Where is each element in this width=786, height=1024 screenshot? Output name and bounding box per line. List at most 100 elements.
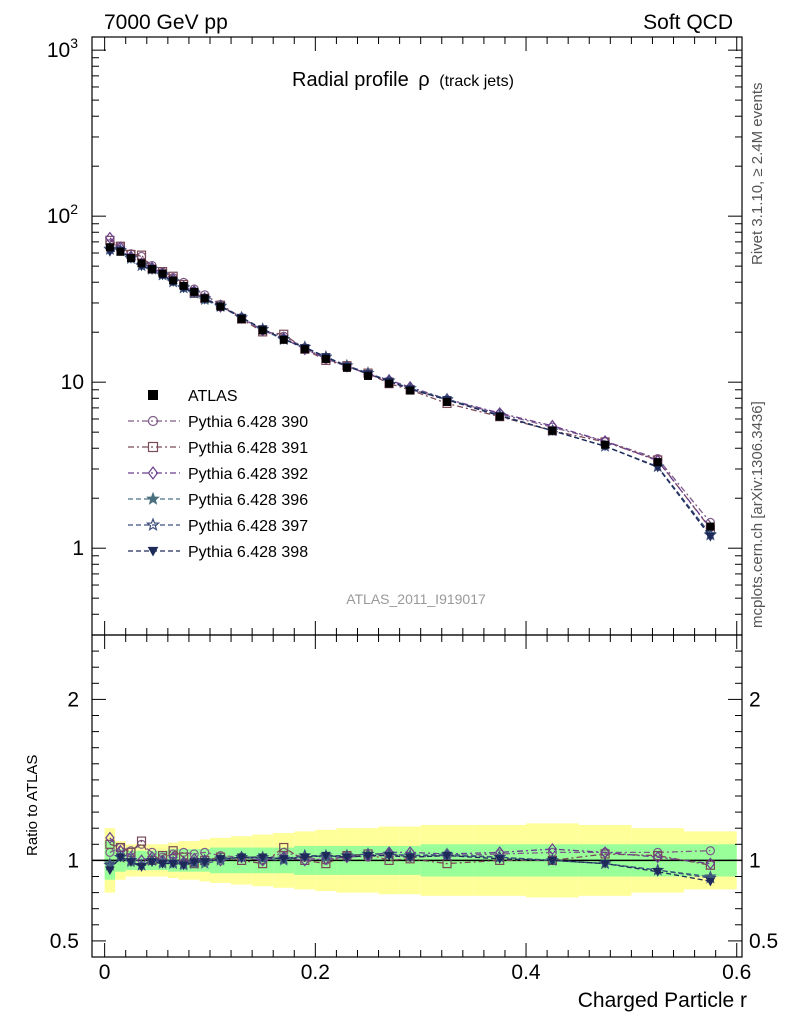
ratio-point <box>342 853 352 863</box>
triangle-marker <box>547 856 558 866</box>
atlas-point <box>300 345 309 354</box>
ratio-point <box>363 851 373 861</box>
square-marker <box>147 441 159 453</box>
ratio-y-tick-label-right: 2 <box>749 688 761 711</box>
side-label-mcplots: mcplots.cern.ch [arXiv:1306.3436] <box>749 401 766 628</box>
atlas-point <box>126 253 135 262</box>
ratio-panel-frame <box>91 634 743 958</box>
x-axis-label: Charged Particle r <box>578 989 747 1012</box>
square-marker <box>158 269 167 278</box>
triangle-marker <box>199 858 210 868</box>
ratio-y-tick-label-right: 1 <box>749 849 761 872</box>
ratio-point <box>105 831 115 845</box>
square-marker <box>385 379 394 388</box>
main-series-line <box>109 239 711 530</box>
y-tick-base: 1 <box>72 537 84 560</box>
triangle-marker <box>342 853 352 863</box>
side-label-rivet: Rivet 3.1.10, ≥ 2.4M events <box>749 83 766 266</box>
square-marker <box>200 294 209 303</box>
ratio-point <box>178 861 189 871</box>
triangle-marker <box>147 546 159 557</box>
x-tick-label: 0 <box>99 961 111 984</box>
square-marker <box>706 522 715 531</box>
ratio-point <box>236 853 247 863</box>
ratio-ylabel: Ratio to ATLAS <box>24 755 41 856</box>
circle-marker <box>705 846 715 856</box>
header-right: Soft QCD <box>643 11 733 34</box>
legend-marker <box>147 441 159 453</box>
square-marker <box>237 315 246 324</box>
square-marker <box>168 846 178 856</box>
diamond-marker <box>652 850 663 864</box>
diamond-marker <box>705 857 716 870</box>
atlas-point <box>105 243 114 252</box>
triangle-marker <box>652 867 663 877</box>
square-marker <box>216 302 225 311</box>
y-tick-exponent: 3 <box>70 35 78 51</box>
ratio-point <box>136 863 147 872</box>
triangle-marker <box>494 855 505 864</box>
y-tick-label: 1 <box>72 537 84 560</box>
atlas-point <box>179 281 188 290</box>
atlas-point <box>342 363 351 372</box>
ratio-point <box>299 853 310 863</box>
triangle-marker <box>384 851 394 861</box>
ratio-point <box>600 859 610 869</box>
triangle-marker <box>278 855 289 864</box>
atlas-point <box>406 386 415 395</box>
legend-label: Pythia 6.428 398 <box>188 544 308 561</box>
triangle-marker <box>236 853 247 863</box>
ratio-y-tick-label-right: 0.5 <box>749 930 778 953</box>
atlas-point <box>148 265 157 274</box>
ratio-point <box>278 855 289 864</box>
legend-label: Pythia 6.428 397 <box>188 518 308 535</box>
svg-text:Radial profile ρ (: Radial profile ρ (track jets) <box>292 69 514 91</box>
atlas-point <box>137 259 146 268</box>
ratio-point <box>189 858 200 868</box>
legend-label: Pythia 6.428 396 <box>188 492 308 509</box>
legend-label: Pythia 6.428 391 <box>188 440 308 457</box>
ratio-point <box>115 853 126 863</box>
x-tick-label: 0.4 <box>511 961 541 984</box>
ratio-point <box>105 866 115 876</box>
atlas-data-points <box>105 243 715 531</box>
ratio-point <box>652 867 663 877</box>
y-tick-label: 102 <box>47 201 78 228</box>
ratio-panel-series <box>103 831 717 887</box>
square-marker <box>148 390 158 400</box>
ratio-point <box>168 859 178 869</box>
ratio-point <box>705 857 716 870</box>
ratio-point <box>442 851 452 861</box>
ratio-series-line <box>109 837 711 865</box>
atlas-point <box>706 522 715 531</box>
atlas-point <box>169 276 178 285</box>
square-marker <box>495 412 504 421</box>
legend-entry-0: Pythia 6.428 390 <box>128 414 308 431</box>
atlas-point <box>190 287 199 296</box>
legend-marker <box>147 415 159 427</box>
square-marker <box>279 335 288 344</box>
atlas-point <box>495 412 504 421</box>
ratio-point <box>547 856 558 866</box>
ratio-point <box>105 839 115 849</box>
circle-marker <box>147 415 159 427</box>
ratio-y-tick-label-left: 1 <box>67 849 79 872</box>
square-marker <box>105 243 114 252</box>
square-marker <box>169 276 178 285</box>
atlas-point <box>116 247 125 256</box>
square-marker <box>136 836 147 846</box>
main-point <box>705 532 716 542</box>
legend-marker <box>148 390 158 400</box>
ratio-point <box>136 836 147 846</box>
ratio-series-5 <box>105 851 716 887</box>
ratio-y-tick-label-left: 0.5 <box>50 930 79 953</box>
square-marker <box>258 326 267 335</box>
ratio-point <box>126 858 136 868</box>
square-marker <box>300 345 309 354</box>
ratio-point <box>494 855 505 864</box>
triangle-marker <box>600 859 610 869</box>
diamond-marker <box>147 466 159 480</box>
square-marker <box>105 839 115 849</box>
chart-title: Radial profile ρ (track jets) <box>292 69 514 91</box>
